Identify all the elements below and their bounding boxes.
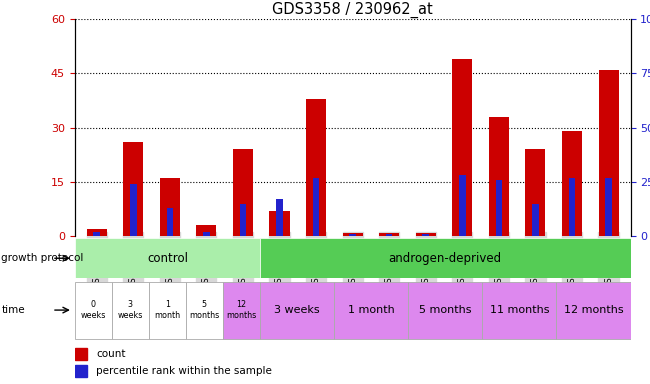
Bar [422, 234, 429, 236]
Title: GDS3358 / 230962_at: GDS3358 / 230962_at [272, 2, 433, 18]
Text: count: count [96, 349, 125, 359]
Bar [459, 175, 465, 236]
Bar [379, 233, 399, 236]
Bar [489, 117, 509, 236]
Bar [525, 149, 545, 236]
Bar [276, 199, 283, 236]
Bar [416, 233, 436, 236]
Bar [599, 70, 619, 236]
Bar [260, 281, 334, 339]
Bar [186, 281, 223, 339]
Text: 1
month: 1 month [154, 300, 181, 320]
Bar [532, 204, 539, 236]
Text: 0
weeks: 0 weeks [81, 300, 106, 320]
Bar [149, 281, 186, 339]
Bar [124, 142, 143, 236]
Bar [75, 238, 260, 278]
Text: androgen-deprived: androgen-deprived [389, 252, 502, 265]
Bar [75, 365, 87, 377]
Bar [223, 281, 260, 339]
Bar [556, 281, 630, 339]
Bar [130, 184, 136, 236]
Bar [408, 281, 482, 339]
Bar [233, 149, 253, 236]
Bar [313, 177, 319, 236]
Bar [160, 178, 180, 236]
Bar [349, 234, 356, 236]
Bar [75, 281, 112, 339]
Bar [482, 281, 556, 339]
Bar [452, 59, 473, 236]
Bar [569, 177, 575, 236]
Text: percentile rank within the sample: percentile rank within the sample [96, 366, 272, 376]
Bar [386, 234, 393, 236]
Bar [240, 204, 246, 236]
Text: 3
weeks: 3 weeks [118, 300, 143, 320]
Bar [562, 131, 582, 236]
Bar [112, 281, 149, 339]
Bar [270, 211, 289, 236]
Bar [166, 208, 173, 236]
Text: time: time [1, 305, 25, 315]
Text: 11 months: 11 months [489, 305, 549, 315]
Bar [306, 99, 326, 236]
Bar [605, 177, 612, 236]
Text: 3 weeks: 3 weeks [274, 305, 320, 315]
Bar [86, 229, 107, 236]
Text: 5 months: 5 months [419, 305, 471, 315]
Text: 1 month: 1 month [348, 305, 395, 315]
Text: 12
months: 12 months [226, 300, 257, 320]
Text: growth protocol: growth protocol [1, 253, 84, 263]
Text: control: control [147, 252, 188, 265]
Bar [334, 281, 408, 339]
Bar [203, 232, 210, 236]
Text: 12 months: 12 months [564, 305, 623, 315]
Bar [343, 233, 363, 236]
Bar [196, 225, 216, 236]
Bar [495, 180, 502, 236]
Bar [75, 348, 87, 360]
Bar [260, 238, 630, 278]
Text: 5
months: 5 months [189, 300, 220, 320]
Bar [94, 232, 100, 236]
